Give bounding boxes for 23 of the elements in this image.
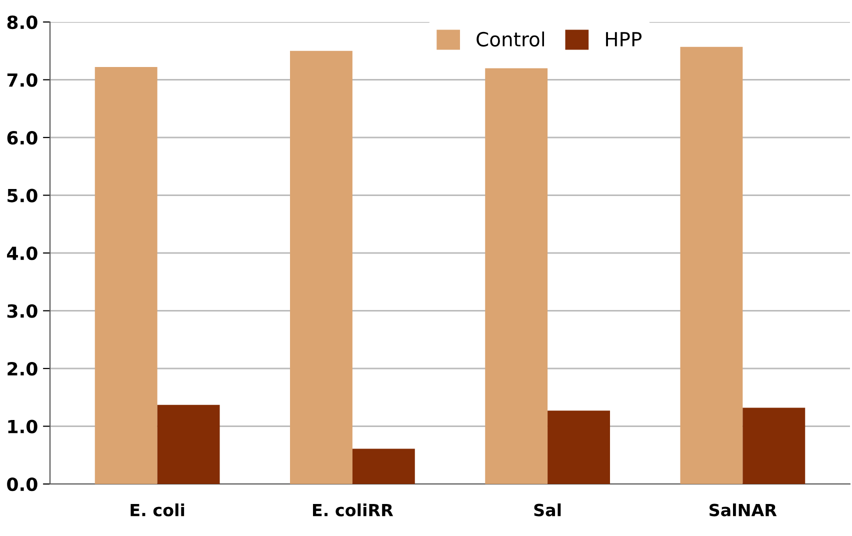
y-tick-label: 0.0 xyxy=(7,477,38,492)
y-tick-label: 1.0 xyxy=(8,420,38,434)
bar xyxy=(352,448,415,484)
bar xyxy=(548,410,610,484)
bar xyxy=(680,46,743,484)
bar xyxy=(485,68,548,484)
bar xyxy=(290,50,352,484)
bar xyxy=(742,408,806,484)
x-tick-label: E. coliRR xyxy=(313,503,394,516)
y-tick-label: 4.0 xyxy=(7,246,38,260)
legend-label: Control xyxy=(476,32,544,47)
y-tick-label: 6.0 xyxy=(7,130,38,145)
y-tick-label: 2.0 xyxy=(8,362,38,376)
bar xyxy=(157,404,220,484)
legend-label: HPP xyxy=(606,32,642,46)
y-tick-label: 8.0 xyxy=(7,15,38,30)
y-tick-label: 3.0 xyxy=(7,304,38,318)
bar xyxy=(94,67,158,484)
x-tick-label: SalNAR xyxy=(710,503,777,516)
y-tick-label: 5.0 xyxy=(8,188,38,202)
y-tick-label: 7.0 xyxy=(7,73,38,87)
x-tick-label: E. coli xyxy=(130,503,184,516)
x-tick-label: Sal xyxy=(534,503,561,516)
